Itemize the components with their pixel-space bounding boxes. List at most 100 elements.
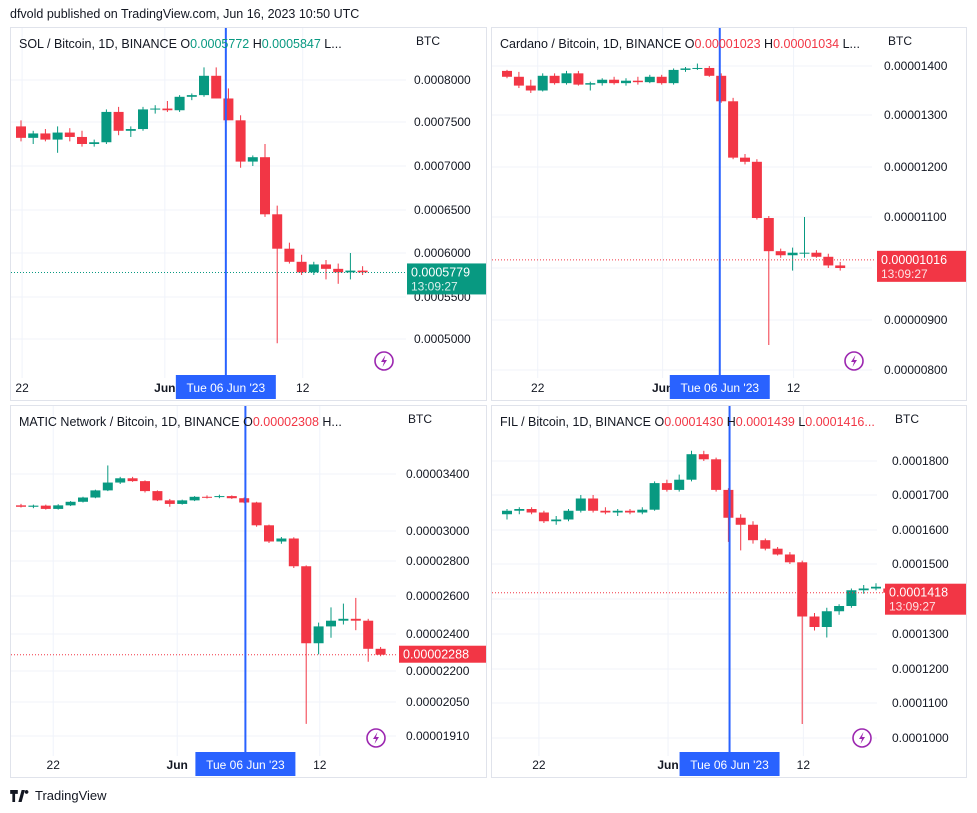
candle[interactable] — [797, 560, 808, 724]
candle[interactable] — [609, 76, 620, 85]
candle[interactable] — [588, 495, 599, 513]
candle[interactable] — [260, 144, 270, 217]
candle[interactable] — [612, 509, 623, 516]
candle[interactable] — [350, 597, 361, 631]
candle[interactable] — [858, 585, 869, 594]
candle[interactable] — [692, 63, 703, 70]
candle[interactable] — [637, 507, 648, 515]
candlestick-chart-matic-btc[interactable]: 0.00003400 0.00003000 0.00002800 0.00002600… — [11, 406, 487, 778]
candle[interactable] — [301, 565, 312, 724]
candle[interactable] — [247, 155, 258, 166]
candle[interactable] — [537, 73, 548, 92]
candle[interactable] — [723, 488, 734, 542]
candle[interactable] — [326, 607, 336, 638]
candle[interactable] — [649, 481, 660, 511]
candle[interactable] — [823, 253, 834, 268]
candle[interactable] — [799, 217, 810, 258]
candle[interactable] — [563, 509, 574, 522]
candle[interactable] — [284, 242, 295, 264]
candle[interactable] — [775, 248, 786, 258]
candle[interactable] — [661, 479, 672, 492]
candle[interactable] — [313, 622, 324, 655]
candle[interactable] — [748, 521, 758, 544]
candle[interactable] — [680, 66, 691, 72]
candle[interactable] — [551, 516, 562, 525]
candle[interactable] — [600, 507, 611, 515]
candle[interactable] — [871, 583, 881, 591]
candle[interactable] — [65, 501, 76, 507]
candle[interactable] — [140, 480, 150, 493]
candle[interactable] — [525, 79, 536, 93]
candle[interactable] — [199, 67, 209, 97]
candle[interactable] — [538, 510, 549, 523]
chart-panel-ada-btc[interactable]: 0.00001400 0.00001300 0.00001200 0.00001100… — [491, 27, 967, 401]
candle[interactable] — [52, 126, 63, 153]
candle[interactable] — [345, 253, 356, 280]
candle[interactable] — [834, 604, 845, 615]
candle[interactable] — [321, 260, 331, 280]
candle[interactable] — [235, 115, 246, 168]
candlestick-chart-ada-btc[interactable]: 0.00001400 0.00001300 0.00001200 0.00001100… — [492, 28, 967, 401]
lightning-icon[interactable] — [366, 728, 386, 748]
candle[interactable] — [763, 216, 774, 345]
candle[interactable] — [357, 266, 368, 275]
candle[interactable] — [573, 70, 584, 86]
candle[interactable] — [621, 78, 631, 86]
candle[interactable] — [264, 524, 274, 543]
candle[interactable] — [308, 261, 319, 275]
candle[interactable] — [625, 509, 635, 515]
candle[interactable] — [674, 474, 685, 492]
candle[interactable] — [78, 496, 88, 503]
candle[interactable] — [502, 69, 512, 79]
candle[interactable] — [526, 507, 537, 515]
candle[interactable] — [113, 106, 124, 136]
candle[interactable] — [751, 159, 762, 220]
candle[interactable] — [363, 618, 374, 662]
candle[interactable] — [711, 457, 722, 492]
candle[interactable] — [835, 261, 846, 271]
candle[interactable] — [716, 73, 727, 103]
candle[interactable] — [502, 509, 512, 520]
candle[interactable] — [809, 613, 820, 631]
candle[interactable] — [28, 130, 39, 144]
candle[interactable] — [513, 71, 524, 89]
candle[interactable] — [226, 495, 237, 499]
candle[interactable] — [251, 501, 262, 527]
candle[interactable] — [202, 495, 212, 499]
candle[interactable] — [787, 247, 798, 271]
candle[interactable] — [735, 514, 746, 551]
candle[interactable] — [223, 88, 234, 121]
chart-panel-matic-btc[interactable]: 0.00003400 0.00003000 0.00002800 0.00002600… — [10, 405, 487, 778]
candle[interactable] — [239, 497, 250, 504]
candle[interactable] — [549, 73, 560, 85]
candlestick-chart-fil-btc[interactable]: 0.0001800 0.0001700 0.0001600 0.0001500 0.00… — [492, 406, 967, 778]
candle[interactable] — [214, 494, 225, 499]
candle[interactable] — [90, 489, 101, 499]
lightning-icon[interactable] — [374, 351, 394, 371]
candle[interactable] — [846, 588, 857, 608]
candle[interactable] — [102, 465, 113, 492]
candle[interactable] — [296, 254, 307, 275]
candle[interactable] — [64, 128, 75, 142]
candle[interactable] — [784, 552, 795, 564]
candle[interactable] — [272, 205, 283, 344]
candle[interactable] — [276, 537, 287, 544]
candle[interactable] — [28, 504, 39, 509]
candle[interactable] — [40, 129, 51, 142]
candle[interactable] — [338, 603, 349, 625]
candle[interactable] — [125, 126, 136, 137]
candle[interactable] — [177, 499, 188, 505]
candle[interactable] — [811, 250, 822, 258]
candle[interactable] — [162, 101, 173, 112]
candle[interactable] — [16, 120, 26, 142]
candle[interactable] — [211, 67, 222, 99]
candle[interactable] — [760, 538, 771, 551]
candle[interactable] — [40, 504, 51, 510]
candle[interactable] — [597, 78, 608, 86]
candle[interactable] — [668, 68, 679, 85]
candle[interactable] — [632, 76, 643, 85]
candle[interactable] — [150, 105, 161, 114]
tradingview-logo[interactable]: TradingView — [10, 788, 107, 803]
candle[interactable] — [728, 97, 739, 160]
candle[interactable] — [585, 81, 596, 91]
